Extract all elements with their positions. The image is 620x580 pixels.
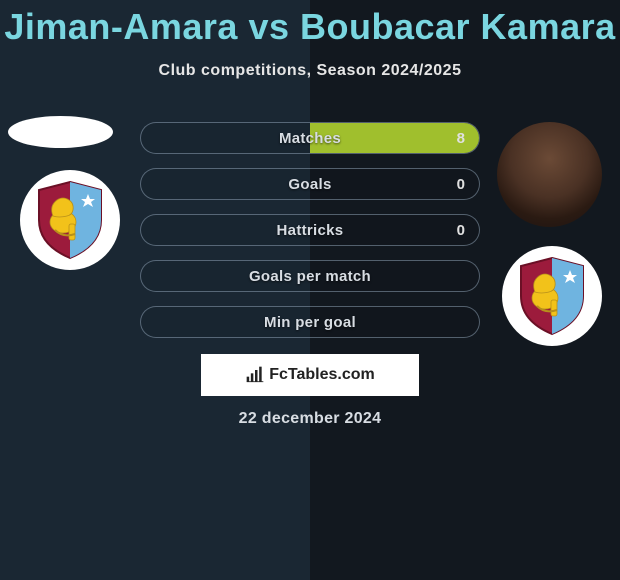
stat-label: Hattricks bbox=[277, 222, 344, 239]
bar-chart-icon bbox=[245, 365, 265, 385]
player-right-photo bbox=[497, 122, 602, 227]
stats-list: Matches 8 Goals 0 Hattricks 0 Goals per match M… bbox=[140, 122, 480, 352]
comparison-card: Jiman-Amara vs Boubacar Kamara Club comp… bbox=[0, 0, 620, 580]
stat-value-left bbox=[141, 215, 169, 245]
stat-label: Min per goal bbox=[264, 314, 356, 331]
attribution-text: FcTables.com bbox=[269, 366, 375, 384]
stat-row: Hattricks 0 bbox=[140, 214, 480, 246]
stat-label: Goals per match bbox=[249, 268, 371, 285]
avfc-crest-icon bbox=[35, 180, 105, 260]
page-title: Jiman-Amara vs Boubacar Kamara bbox=[0, 0, 620, 48]
stat-value-left bbox=[141, 169, 169, 199]
club-badge-left bbox=[20, 170, 120, 270]
stat-value-left bbox=[141, 307, 169, 337]
player-left-photo bbox=[8, 116, 113, 148]
stat-row: Min per goal bbox=[140, 306, 480, 338]
chart-date: 22 december 2024 bbox=[239, 410, 382, 428]
attribution-badge: FcTables.com bbox=[201, 354, 419, 396]
avfc-crest-icon bbox=[517, 256, 587, 336]
stat-value-right bbox=[451, 261, 479, 291]
club-badge-right bbox=[502, 246, 602, 346]
stat-value-right: 0 bbox=[443, 215, 479, 245]
stat-row: Matches 8 bbox=[140, 122, 480, 154]
content: Jiman-Amara vs Boubacar Kamara Club comp… bbox=[0, 0, 620, 580]
stat-value-right bbox=[451, 307, 479, 337]
stat-label: Goals bbox=[288, 176, 331, 193]
subtitle: Club competitions, Season 2024/2025 bbox=[0, 62, 620, 80]
stat-value-right: 8 bbox=[443, 123, 479, 153]
stat-value-left bbox=[141, 123, 169, 153]
stat-row: Goals per match bbox=[140, 260, 480, 292]
stat-value-right: 0 bbox=[443, 169, 479, 199]
stat-label: Matches bbox=[279, 130, 341, 147]
stat-row: Goals 0 bbox=[140, 168, 480, 200]
stat-value-left bbox=[141, 261, 169, 291]
